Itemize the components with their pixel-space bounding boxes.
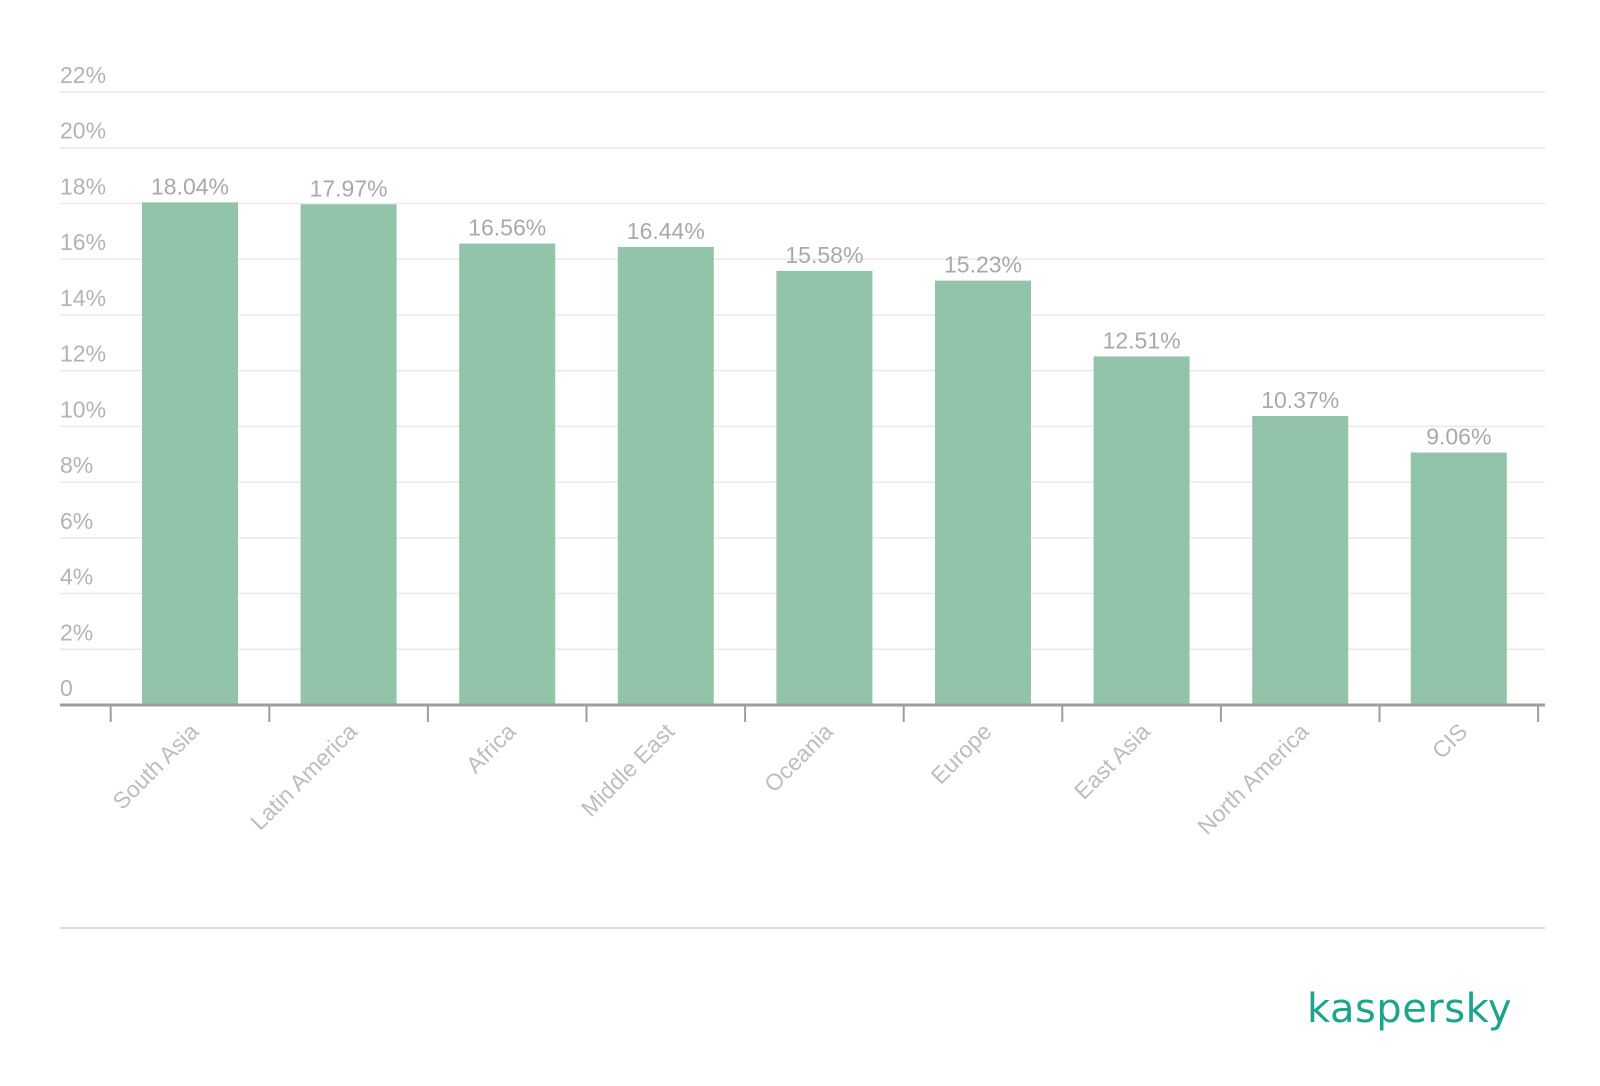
- bar-value-label: 9.06%: [1426, 424, 1491, 450]
- x-tick-label: Oceania: [759, 718, 838, 797]
- bar: [776, 270, 873, 705]
- bar-value-label: 18.04%: [151, 173, 229, 199]
- y-tick-label: 10%: [60, 396, 106, 422]
- bar-value-label: 10.37%: [1261, 387, 1339, 413]
- x-tick-label: Middle East: [576, 718, 680, 822]
- bar: [1410, 452, 1507, 705]
- bar: [617, 246, 714, 705]
- y-tick-label: 6%: [60, 508, 93, 534]
- y-tick-label: 14%: [60, 285, 106, 311]
- x-tick-label: South Asia: [107, 718, 203, 814]
- y-tick-label: 12%: [60, 341, 106, 367]
- bar: [300, 204, 397, 705]
- y-tick-label: 20%: [60, 118, 106, 144]
- bar-value-label: 16.44%: [627, 218, 705, 244]
- kaspersky-logo: kaspersky: [1307, 986, 1512, 1032]
- bar: [142, 202, 238, 705]
- y-tick-label: 16%: [60, 229, 106, 255]
- bar: [935, 280, 1031, 705]
- y-tick-label: 2%: [60, 619, 93, 645]
- bar-value-label: 15.58%: [785, 242, 863, 268]
- y-axis-tick-labels: 0 2% 4% 6% 8% 10% 12% 14% 16% 18% 20% 22%: [60, 62, 106, 701]
- y-tick-label: 22%: [60, 62, 106, 88]
- y-tick-label: 18%: [60, 173, 106, 199]
- bar: [1252, 416, 1349, 705]
- x-tick-label: Europe: [926, 718, 997, 789]
- bar-value-label: 15.23%: [944, 252, 1022, 278]
- x-tick-label: Africa: [461, 718, 521, 778]
- y-tick-label: 8%: [60, 452, 93, 478]
- x-tick-label: CIS: [1427, 718, 1472, 763]
- bars: [142, 202, 1507, 705]
- bar-value-label: 17.97%: [310, 175, 388, 201]
- y-tick-label: 4%: [60, 564, 93, 590]
- x-axis-category-labels: South Asia Latin America Africa Middle East…: [107, 718, 1472, 840]
- x-tick-label: East Asia: [1069, 718, 1155, 804]
- bar-value-label: 12.51%: [1103, 327, 1181, 353]
- x-tick-label: Latin America: [245, 718, 362, 835]
- bar: [459, 243, 556, 705]
- value-labels: 18.04% 17.97% 16.56% 16.44% 15.58% 15.23% 12.5…: [151, 173, 1491, 449]
- x-tick-label: North America: [1192, 718, 1314, 840]
- x-axis: [60, 703, 1545, 722]
- bar-value-label: 16.56%: [468, 215, 546, 241]
- y-tick-label: 0: [60, 675, 73, 701]
- bar: [1093, 356, 1190, 705]
